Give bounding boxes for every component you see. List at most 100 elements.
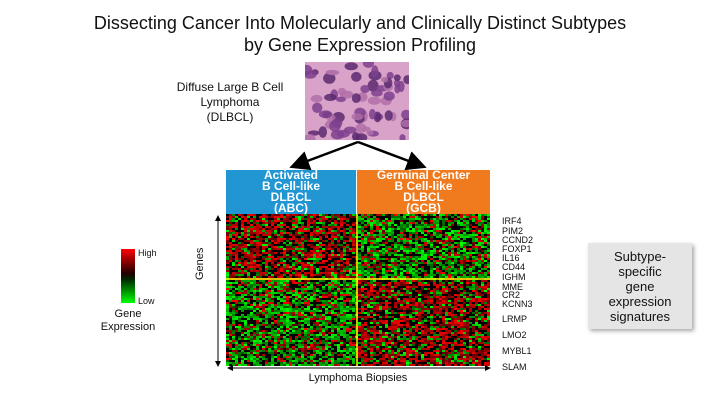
heatmap-cell bbox=[247, 274, 250, 276]
heatmap-cell bbox=[439, 332, 442, 334]
heatmap-cell bbox=[295, 326, 298, 328]
heatmap-cell bbox=[286, 276, 289, 278]
heatmap-cell bbox=[247, 356, 250, 358]
heatmap-cell bbox=[457, 304, 460, 306]
heatmap-cell bbox=[454, 304, 457, 306]
heatmap-cell bbox=[448, 294, 451, 296]
heatmap-cell bbox=[322, 296, 325, 298]
heatmap-cell bbox=[310, 270, 313, 272]
heatmap-cell bbox=[250, 242, 253, 244]
heatmap-cell bbox=[295, 310, 298, 312]
heatmap-cell bbox=[259, 274, 262, 276]
heatmap-cell bbox=[256, 354, 259, 356]
heatmap-cell bbox=[235, 264, 238, 266]
heatmap-cell bbox=[343, 228, 346, 230]
heatmap-cell bbox=[442, 358, 445, 360]
heatmap-cell bbox=[250, 344, 253, 346]
heatmap-cell bbox=[481, 334, 484, 336]
heatmap-cell bbox=[454, 262, 457, 264]
heatmap-cell bbox=[235, 232, 238, 234]
heatmap-cell bbox=[253, 292, 256, 294]
heatmap-cell bbox=[364, 324, 367, 326]
heatmap-cell bbox=[310, 268, 313, 270]
heatmap-cell bbox=[301, 302, 304, 304]
heatmap-cell bbox=[283, 336, 286, 338]
heatmap-cell bbox=[469, 214, 472, 216]
heatmap-cell bbox=[445, 314, 448, 316]
heatmap-cell bbox=[232, 304, 235, 306]
heatmap-cell bbox=[298, 282, 301, 284]
heatmap-cell bbox=[313, 214, 316, 216]
heatmap-cell bbox=[376, 346, 379, 348]
heatmap-cell bbox=[265, 316, 268, 318]
heatmap-cell bbox=[277, 320, 280, 322]
heatmap-cell bbox=[346, 258, 349, 260]
heatmap-cell bbox=[259, 218, 262, 220]
heatmap-cell bbox=[448, 254, 451, 256]
heatmap-cell bbox=[256, 224, 259, 226]
heatmap-cell bbox=[364, 330, 367, 332]
heatmap-cell bbox=[244, 302, 247, 304]
heatmap-cell bbox=[289, 288, 292, 290]
heatmap-cell bbox=[256, 254, 259, 256]
heatmap-cell bbox=[301, 306, 304, 308]
heatmap-cell bbox=[226, 312, 229, 314]
heatmap-cell bbox=[364, 234, 367, 236]
heatmap-cell bbox=[424, 296, 427, 298]
heatmap-cell bbox=[247, 336, 250, 338]
heatmap-cell bbox=[466, 292, 469, 294]
heatmap-cell bbox=[409, 336, 412, 338]
heatmap-cell bbox=[412, 348, 415, 350]
heatmap-cell bbox=[379, 306, 382, 308]
heatmap-cell bbox=[277, 314, 280, 316]
heatmap-cell bbox=[376, 354, 379, 356]
heatmap-cell bbox=[352, 310, 355, 312]
heatmap-cell bbox=[292, 248, 295, 250]
heatmap-cell bbox=[424, 310, 427, 312]
heatmap-cell bbox=[370, 344, 373, 346]
heatmap-cell bbox=[313, 282, 316, 284]
heatmap-cell bbox=[337, 336, 340, 338]
heatmap-cell bbox=[436, 300, 439, 302]
heatmap-cell bbox=[307, 218, 310, 220]
heatmap-cell bbox=[487, 276, 490, 278]
heatmap-cell bbox=[256, 242, 259, 244]
heatmap-cell bbox=[400, 362, 403, 364]
heatmap-cell bbox=[250, 220, 253, 222]
heatmap-cell bbox=[466, 230, 469, 232]
heatmap-cell bbox=[424, 282, 427, 284]
heatmap-cell bbox=[478, 228, 481, 230]
heatmap-cell bbox=[238, 280, 241, 282]
heatmap-cell bbox=[265, 312, 268, 314]
heatmap-cell bbox=[298, 266, 301, 268]
heatmap-cell bbox=[463, 326, 466, 328]
heatmap-cell bbox=[280, 364, 283, 366]
heatmap-cell bbox=[424, 252, 427, 254]
heatmap-cell bbox=[448, 264, 451, 266]
heatmap-cell bbox=[289, 246, 292, 248]
heatmap-cell bbox=[433, 250, 436, 252]
heatmap-cell bbox=[256, 250, 259, 252]
heatmap-cell bbox=[262, 282, 265, 284]
heatmap-cell bbox=[460, 300, 463, 302]
heatmap-cell bbox=[307, 320, 310, 322]
heatmap-cell bbox=[292, 346, 295, 348]
heatmap-cell bbox=[460, 270, 463, 272]
heatmap-cell bbox=[343, 314, 346, 316]
heatmap-cell bbox=[367, 282, 370, 284]
heatmap-cell bbox=[301, 238, 304, 240]
heatmap-cell bbox=[442, 322, 445, 324]
heatmap-cell bbox=[232, 354, 235, 356]
heatmap-cell bbox=[394, 224, 397, 226]
heatmap-cell bbox=[388, 264, 391, 266]
heatmap-cell bbox=[370, 228, 373, 230]
heatmap-cell bbox=[280, 318, 283, 320]
heatmap-cell bbox=[253, 222, 256, 224]
heatmap-cell bbox=[445, 354, 448, 356]
heatmap-cell bbox=[385, 214, 388, 216]
heatmap-cell bbox=[250, 280, 253, 282]
heatmap-cell bbox=[397, 302, 400, 304]
heatmap-cell bbox=[295, 282, 298, 284]
heatmap-cell bbox=[460, 304, 463, 306]
heatmap-cell bbox=[235, 340, 238, 342]
